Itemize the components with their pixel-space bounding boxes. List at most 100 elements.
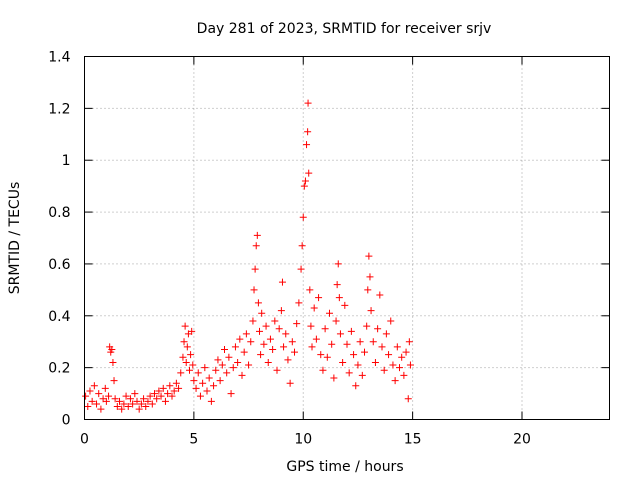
data-point [305, 169, 313, 177]
data-point [192, 384, 200, 392]
data-point [278, 278, 286, 286]
data-point [109, 358, 117, 366]
data-point [229, 364, 237, 372]
data-point [304, 128, 312, 136]
data-point [131, 390, 139, 398]
data-point [380, 366, 388, 374]
data-point [306, 286, 314, 294]
data-point [286, 379, 294, 387]
data-point [330, 374, 338, 382]
data-point [133, 397, 141, 405]
data-point [116, 397, 123, 405]
data-point [269, 345, 277, 353]
data-point [199, 379, 207, 387]
data-point [374, 325, 382, 333]
data-point [118, 405, 126, 413]
data-point [339, 358, 347, 366]
data-point [376, 291, 384, 299]
x-tick-label: 0 [80, 432, 89, 448]
data-point [182, 358, 190, 366]
data-point [153, 395, 161, 403]
data-point [264, 358, 272, 366]
data-point [393, 343, 401, 351]
data-point [159, 384, 167, 392]
data-point [257, 351, 265, 359]
grid-lines [84, 56, 610, 420]
data-point [334, 260, 342, 268]
data-point [312, 335, 320, 343]
data-point [317, 351, 325, 359]
data-point [250, 286, 258, 294]
data-point [144, 397, 152, 405]
data-point [135, 405, 143, 413]
data-point [391, 377, 399, 385]
data-point [129, 400, 137, 408]
data-point [196, 392, 204, 400]
data-point [221, 345, 228, 353]
data-point [295, 299, 303, 307]
data-point [168, 392, 176, 400]
data-point [172, 379, 180, 387]
data-point [90, 382, 98, 390]
data-point [207, 397, 215, 405]
y-tick-label: 1 [62, 153, 71, 169]
x-tick-label: 10 [294, 432, 312, 448]
data-point [321, 325, 329, 333]
data-point [366, 273, 374, 281]
data-point [122, 392, 130, 400]
data-point [175, 384, 183, 392]
data-point [82, 392, 90, 400]
data-point [343, 340, 351, 348]
data-point [398, 353, 406, 361]
data-point [140, 395, 148, 403]
axis-ticks: 0 0.2 0.4 0.6 0.8 1 1.2 1.4 0 5 10 15 20 [48, 50, 610, 448]
data-point [164, 390, 172, 398]
data-point [315, 294, 323, 302]
data-point [382, 330, 390, 338]
data-point [148, 400, 156, 408]
data-point [126, 395, 134, 403]
data-point [352, 382, 360, 390]
data-point [297, 265, 305, 273]
data-point [155, 387, 163, 395]
data-point [179, 353, 187, 361]
data-point [363, 322, 371, 330]
data-point [400, 371, 408, 379]
x-tick-label: 20 [513, 432, 531, 448]
data-point [387, 317, 395, 325]
data-point [308, 343, 316, 351]
data-point [234, 358, 242, 366]
data-point [180, 338, 188, 346]
data-point [190, 377, 198, 385]
data-point [389, 361, 397, 369]
data-point [210, 382, 218, 390]
data-point [166, 382, 174, 390]
data-point [347, 327, 355, 335]
data-point [189, 361, 197, 369]
data-point [161, 397, 169, 405]
data-point [273, 366, 281, 374]
data-point [245, 361, 253, 369]
data-point [284, 356, 292, 364]
data-point [120, 400, 128, 408]
data-point [323, 353, 331, 361]
y-axis-label: SRMTID / TECUs [7, 182, 23, 295]
data-point [365, 252, 373, 260]
data-point [361, 348, 368, 356]
data-point [307, 322, 315, 330]
data-point [356, 338, 364, 346]
data-point [402, 348, 410, 356]
data-point [218, 361, 226, 369]
data-point [303, 141, 311, 149]
data-point [350, 351, 358, 359]
data-point [319, 366, 327, 374]
data-point [84, 403, 92, 411]
data-point [203, 387, 211, 395]
data-point [253, 231, 261, 239]
y-tick-label: 0.6 [48, 257, 70, 273]
data-point [88, 397, 96, 405]
data-point [328, 340, 336, 348]
data-point [214, 356, 222, 364]
y-tick-label: 0 [62, 413, 71, 429]
